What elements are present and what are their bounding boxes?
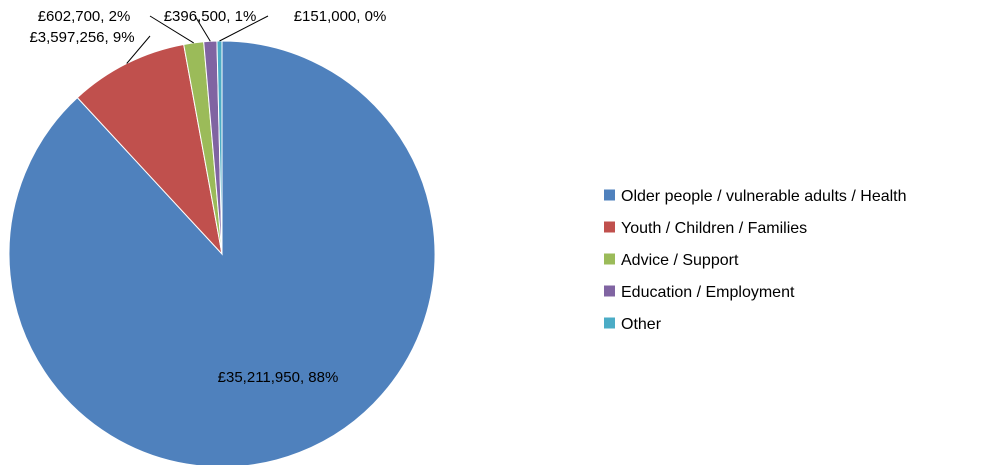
leader-lines [126, 15, 269, 64]
legend: Older people / vulnerable adults / Healt… [604, 188, 907, 333]
legend-swatch-education-employment [604, 285, 615, 297]
legend-label-advice-support: Advice / Support [621, 252, 739, 269]
leader-line-youth-children-families [126, 35, 151, 64]
legend-label-older-people-vulnerable-adults-health: Older people / vulnerable adults / Healt… [621, 188, 907, 205]
legend-label-education-employment: Education / Employment [621, 284, 795, 301]
leader-line-education-employment [194, 15, 211, 42]
pie-slices [8, 40, 436, 468]
legend-swatch-youth-children-families [604, 221, 615, 233]
legend-swatch-advice-support [604, 253, 615, 265]
data-label-youth-children-families: £3,597,256, 9% [29, 29, 134, 46]
legend-label-youth-children-families: Youth / Children / Families [621, 220, 807, 237]
legend-swatch-older-people-vulnerable-adults-health [604, 189, 615, 201]
legend-label-other: Other [621, 316, 662, 333]
leader-line-other [219, 15, 269, 42]
data-labels: £35,211,950, 88% £3,597,256, 9% £602,700, … [29, 8, 386, 386]
legend-swatch-other [604, 317, 615, 329]
leader-line-advice-support [149, 15, 194, 44]
data-label-education-employment: £396,500, 1% [164, 8, 257, 25]
data-label-older-people-vulnerable-adults-health: £35,211,950, 88% [218, 369, 339, 386]
pie-slice-other [216, 40, 223, 255]
data-label-other: £151,000, 0% [294, 8, 387, 25]
data-label-advice-support: £602,700, 2% [38, 8, 131, 25]
